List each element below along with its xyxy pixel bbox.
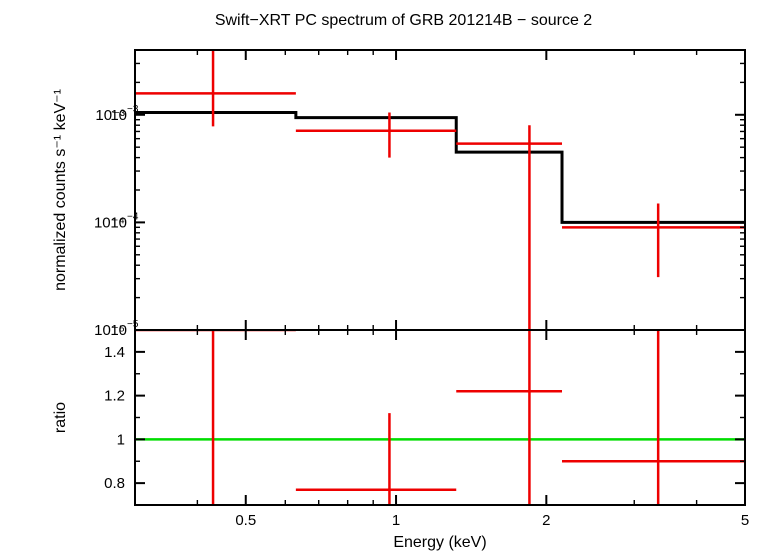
- panel1-ylabel: normalized counts s⁻¹ keV⁻¹: [52, 89, 69, 291]
- svg-text:−4: −4: [127, 211, 139, 222]
- y2-tick-label: 1.4: [104, 344, 125, 361]
- x-tick-label: 2: [542, 512, 550, 529]
- y2-tick-label: 1.2: [104, 388, 125, 405]
- chart-svg: Swift−XRT PC spectrum of GRB 201214B − s…: [0, 0, 767, 556]
- x-axis-label: Energy (keV): [393, 534, 486, 551]
- y1-tick-label: 10⁻⁴: [94, 214, 125, 231]
- y1-tick-label: 10⁻³: [95, 107, 125, 124]
- svg-text:−3: −3: [127, 104, 139, 115]
- x-tick-label: 0.5: [235, 512, 256, 529]
- panel2-ylabel: ratio: [52, 402, 69, 433]
- x-tick-label: 1: [392, 512, 400, 529]
- svg-text:−5: −5: [127, 319, 139, 330]
- y1-tick-label: 10⁻⁵: [94, 322, 125, 339]
- x-tick-label: 5: [741, 512, 749, 529]
- chart-container: Swift−XRT PC spectrum of GRB 201214B − s…: [0, 0, 767, 556]
- y2-tick-label: 0.8: [104, 475, 125, 492]
- y2-tick-label: 1: [117, 431, 125, 448]
- chart-title: Swift−XRT PC spectrum of GRB 201214B − s…: [215, 12, 592, 29]
